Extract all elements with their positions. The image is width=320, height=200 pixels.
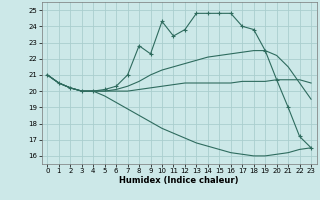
- X-axis label: Humidex (Indice chaleur): Humidex (Indice chaleur): [119, 176, 239, 185]
